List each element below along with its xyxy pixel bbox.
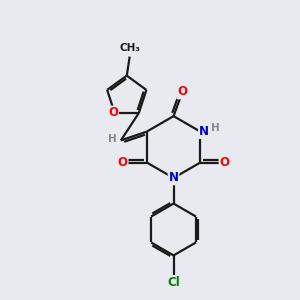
Text: O: O [118, 156, 128, 169]
Text: CH₃: CH₃ [119, 43, 140, 53]
Text: O: O [108, 106, 118, 119]
Text: H: H [211, 123, 220, 133]
Text: O: O [177, 85, 188, 98]
Text: N: N [169, 172, 178, 184]
Text: Cl: Cl [167, 276, 180, 289]
Text: O: O [220, 156, 230, 169]
Text: H: H [108, 134, 117, 144]
Text: N: N [199, 125, 209, 138]
